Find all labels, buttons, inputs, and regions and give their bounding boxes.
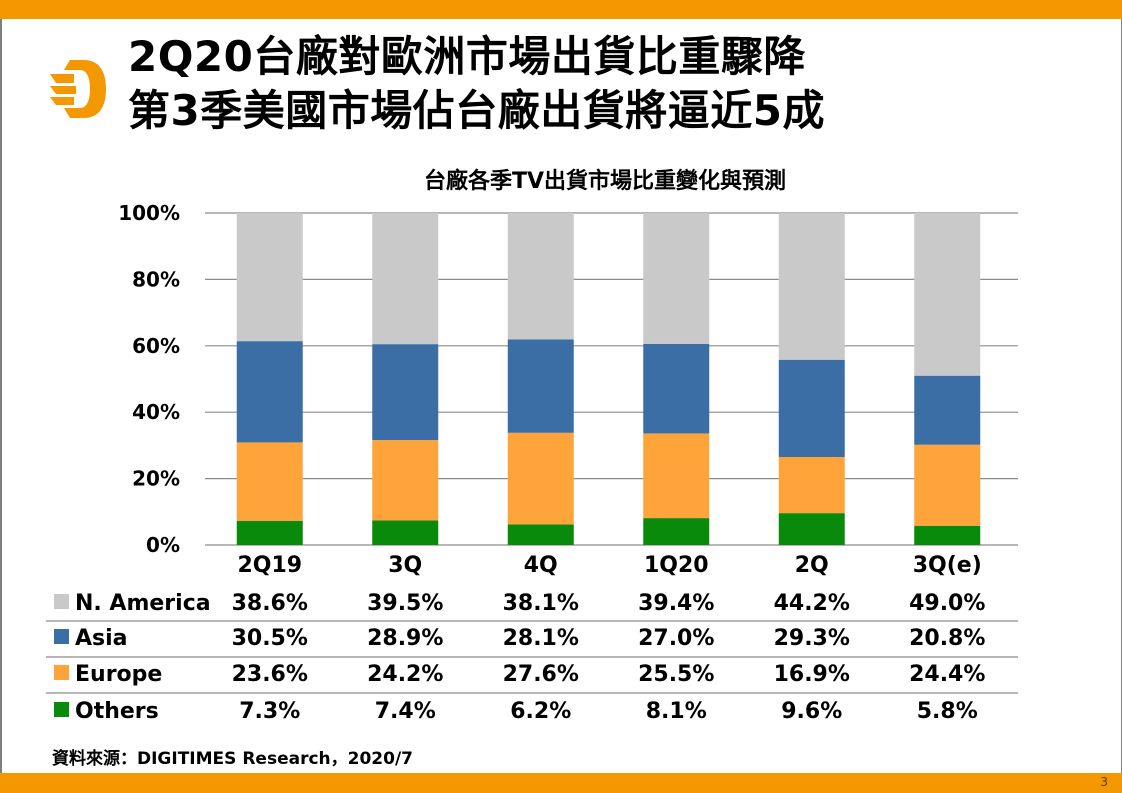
stacked-bar-chart: 0% 20% 40% 60% 80% 100% 2Q19 3Q 4Q 1Q20 2Q 3Q(e) N… bbox=[46, 201, 1018, 724]
data-source-note: 資料來源：DIGITIMES Research，2020/7 bbox=[52, 749, 413, 769]
slide-title-line1: 2Q20台廠對歐洲市場出貨比重驟降 bbox=[128, 32, 806, 81]
bar-segment-others-1 bbox=[372, 520, 439, 545]
table-cell: 28.9% bbox=[367, 626, 443, 651]
bar-segment-others-4 bbox=[778, 513, 845, 545]
bar-segment-europe-1 bbox=[372, 440, 439, 521]
table-cell: 16.9% bbox=[774, 662, 850, 687]
x-category-label: 4Q bbox=[524, 553, 558, 578]
y-tick-label: 40% bbox=[132, 400, 180, 424]
bar-segment-europe-4 bbox=[778, 457, 845, 514]
table-cell: 29.3% bbox=[774, 626, 850, 651]
page-number: 3 bbox=[1100, 775, 1108, 789]
table-cell: 27.6% bbox=[503, 662, 579, 687]
legend-swatch bbox=[54, 629, 69, 644]
bar-segment-n-america-1 bbox=[372, 213, 439, 345]
bar-segment-asia-3 bbox=[643, 343, 710, 434]
bar-segment-europe-3 bbox=[643, 433, 710, 519]
legend-swatch bbox=[54, 594, 69, 609]
table-cell: 38.6% bbox=[232, 591, 308, 616]
bar-segment-europe-0 bbox=[236, 442, 303, 521]
bar-segment-others-0 bbox=[236, 520, 303, 545]
bar-segment-asia-4 bbox=[778, 359, 845, 458]
table-cell: 24.2% bbox=[367, 662, 443, 687]
y-tick-label: 60% bbox=[132, 334, 180, 358]
legend-swatch bbox=[54, 702, 69, 717]
table-cell: 23.6% bbox=[232, 662, 308, 687]
table-cell: 39.4% bbox=[638, 591, 714, 616]
bar-segment-n-america-2 bbox=[507, 213, 574, 340]
legend-label: N. America bbox=[75, 591, 211, 616]
bars bbox=[236, 213, 981, 545]
bar-segment-n-america-4 bbox=[778, 213, 845, 360]
table-cell: 30.5% bbox=[232, 626, 308, 651]
digitimes-logo-icon bbox=[50, 60, 106, 118]
table-cell: 39.5% bbox=[367, 591, 443, 616]
legend-label: Europe bbox=[75, 662, 162, 687]
bar-segment-others-2 bbox=[507, 524, 574, 545]
x-category-label: 2Q bbox=[795, 553, 829, 578]
table-cell: 7.3% bbox=[239, 699, 300, 724]
y-tick-label: 0% bbox=[146, 533, 180, 557]
slide-frame-left bbox=[0, 19, 2, 773]
table-cell: 6.2% bbox=[510, 699, 571, 724]
chart-title: 台廠各季TV出貨市場比重變化與預測 bbox=[423, 169, 787, 194]
table-cell: 49.0% bbox=[909, 591, 985, 616]
table-cell: 20.8% bbox=[909, 626, 985, 651]
legend-label: Others bbox=[75, 699, 159, 724]
bar-segment-europe-5 bbox=[914, 444, 981, 526]
legend-swatch bbox=[54, 665, 69, 680]
bar-segment-others-3 bbox=[643, 518, 710, 545]
table-cell: 27.0% bbox=[638, 626, 714, 651]
bar-segment-others-5 bbox=[914, 525, 981, 545]
x-category-label: 1Q20 bbox=[644, 553, 709, 578]
y-axis-ticks: 0% 20% 40% 60% 80% 100% bbox=[118, 201, 180, 557]
gridlines bbox=[205, 212, 1018, 546]
table-cell: 38.1% bbox=[503, 591, 579, 616]
y-tick-label: 100% bbox=[118, 201, 180, 225]
table-cell: 5.8% bbox=[917, 699, 978, 724]
table-cell: 25.5% bbox=[638, 662, 714, 687]
data-table: N. America 38.6% 39.5% 38.1% 39.4% 44.2% 49.0%… bbox=[46, 591, 1018, 724]
table-cell: 24.4% bbox=[909, 662, 985, 687]
y-tick-label: 80% bbox=[132, 267, 180, 291]
bar-segment-asia-1 bbox=[372, 344, 439, 441]
table-cell: 7.4% bbox=[375, 699, 436, 724]
slide-title-line2: 第3季美國市場佔台廠出貨將逼近5成 bbox=[128, 86, 825, 135]
bar-segment-n-america-0 bbox=[236, 213, 303, 342]
bottom-accent-bar bbox=[0, 773, 1122, 793]
bar-segment-n-america-3 bbox=[643, 213, 710, 344]
bar-segment-asia-2 bbox=[507, 339, 574, 433]
bar-segment-n-america-5 bbox=[914, 213, 981, 376]
bar-segment-asia-0 bbox=[236, 341, 303, 443]
x-category-label: 3Q bbox=[388, 553, 422, 578]
x-category-label: 3Q(e) bbox=[913, 553, 982, 578]
bar-segment-europe-2 bbox=[507, 432, 574, 525]
x-category-label: 2Q19 bbox=[237, 553, 302, 578]
bar-segment-asia-5 bbox=[914, 375, 981, 445]
table-cell: 44.2% bbox=[774, 591, 850, 616]
y-tick-label: 20% bbox=[132, 467, 180, 491]
legend-label: Asia bbox=[75, 626, 128, 651]
table-cell: 9.6% bbox=[781, 699, 842, 724]
top-accent-bar bbox=[0, 0, 1122, 19]
x-axis-categories: 2Q19 3Q 4Q 1Q20 2Q 3Q(e) bbox=[237, 553, 981, 578]
table-cell: 28.1% bbox=[503, 626, 579, 651]
table-cell: 8.1% bbox=[646, 699, 707, 724]
slide-title: 2Q20台廠對歐洲市場出貨比重驟降 第3季美國市場佔台廠出貨將逼近5成 bbox=[128, 30, 825, 138]
